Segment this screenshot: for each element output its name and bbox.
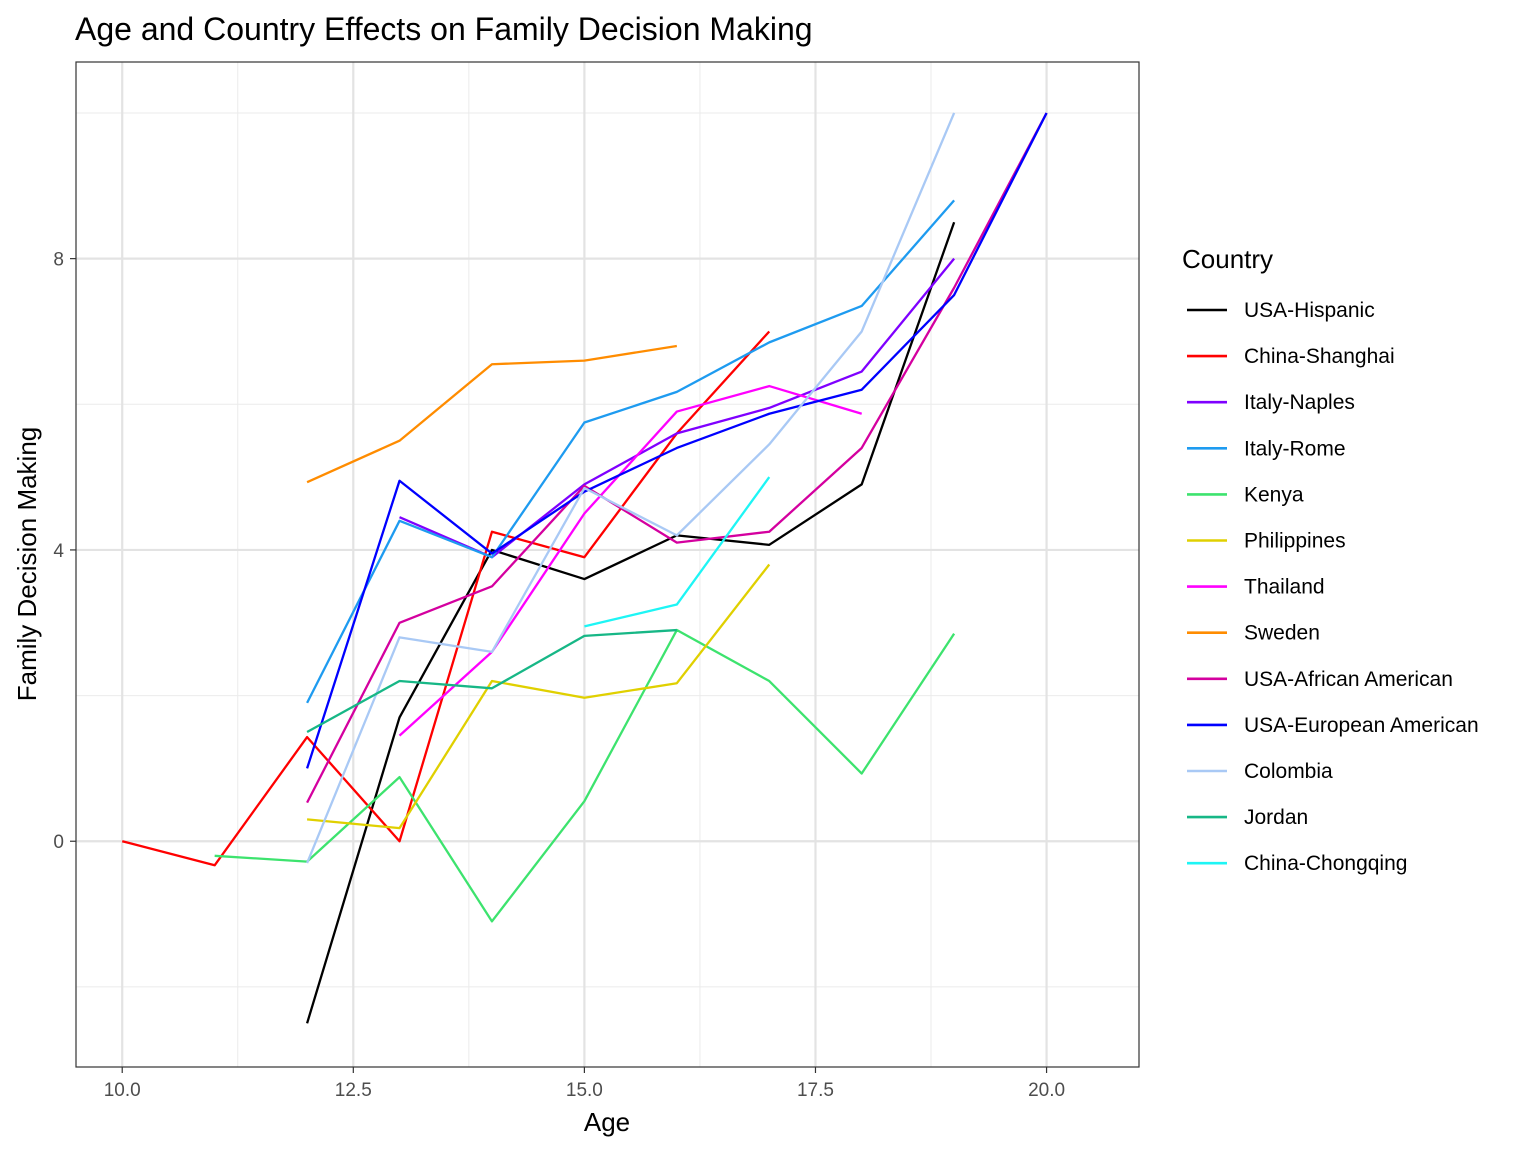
legend-item: Italy-Naples — [1187, 391, 1355, 414]
x-tick-label: 20.0 — [1028, 1080, 1065, 1101]
series-line-jordan — [306, 628, 677, 734]
legend: Country USA-Hispanic China-Shanghai Italy-… — [1182, 244, 1479, 875]
legend-label: USA-Hispanic — [1244, 299, 1375, 322]
legend-label: Kenya — [1244, 483, 1304, 506]
legend-label: China-Chongqing — [1244, 852, 1407, 875]
legend-item: Colombia — [1187, 760, 1333, 783]
legend-label: Italy-Naples — [1244, 391, 1355, 414]
y-tick-label: 8 — [53, 250, 64, 271]
x-tick-label: 15.0 — [566, 1080, 603, 1101]
y-tick-label: 0 — [53, 832, 64, 853]
series-line-colombia — [306, 112, 956, 864]
legend-label: Colombia — [1244, 760, 1333, 783]
legend-item: Philippines — [1187, 530, 1346, 553]
legend-label: Jordan — [1244, 806, 1308, 829]
series-line-italy-naples — [399, 257, 956, 559]
legend-label: Sweden — [1244, 622, 1320, 645]
series-line-usa-hispanic — [305, 221, 956, 1024]
series-line-thailand — [398, 384, 863, 737]
x-tick-label: 12.5 — [335, 1080, 372, 1101]
legend-label: USA-African American — [1244, 668, 1453, 691]
legend-item: China-Chongqing — [1187, 852, 1407, 875]
legend-item: Kenya — [1187, 483, 1304, 506]
x-tick-label: 10.0 — [104, 1080, 141, 1101]
legend-label: Thailand — [1244, 576, 1325, 599]
y-tick-label: 4 — [53, 541, 64, 562]
legend-item: USA-African American — [1187, 668, 1453, 691]
grid-layer — [76, 62, 1139, 1067]
chart-title: Age and Country Effects on Family Decisi… — [75, 11, 813, 47]
legend-item: Italy-Rome — [1187, 437, 1346, 460]
legend-items: USA-Hispanic China-Shanghai Italy-Naples It… — [1187, 299, 1479, 875]
series-layer — [121, 112, 1048, 1024]
legend-item: Sweden — [1187, 622, 1320, 645]
legend-label: Philippines — [1244, 530, 1346, 553]
series-line-china-chongqing — [584, 476, 771, 628]
series-line-china-shanghai — [121, 330, 771, 867]
legend-title: Country — [1182, 244, 1273, 274]
legend-label: USA-European American — [1244, 714, 1479, 737]
legend-item: China-Shanghai — [1187, 345, 1395, 368]
y-axis-title: Family Decision Making — [12, 427, 42, 702]
legend-label: China-Shanghai — [1244, 345, 1395, 368]
axis-layer: 10.0 12.5 15.0 17.5 20.0 0 4 8 — [53, 250, 1065, 1101]
plot-border — [75, 61, 1140, 1068]
series-line-kenya — [214, 628, 956, 923]
x-axis-title: Age — [584, 1107, 630, 1137]
series-line-italy-rome — [306, 199, 955, 704]
legend-item: USA-Hispanic — [1187, 299, 1375, 322]
legend-item: Thailand — [1187, 576, 1325, 599]
legend-item: USA-European American — [1187, 714, 1479, 737]
legend-item: Jordan — [1187, 806, 1308, 829]
series-line-philippines — [306, 563, 771, 830]
series-line-usa-african-american — [306, 112, 1048, 804]
series-line-usa-european-american — [305, 112, 1048, 769]
x-tick-label: 17.5 — [797, 1080, 834, 1101]
series-line-sweden — [306, 344, 678, 484]
legend-label: Italy-Rome — [1244, 437, 1346, 460]
